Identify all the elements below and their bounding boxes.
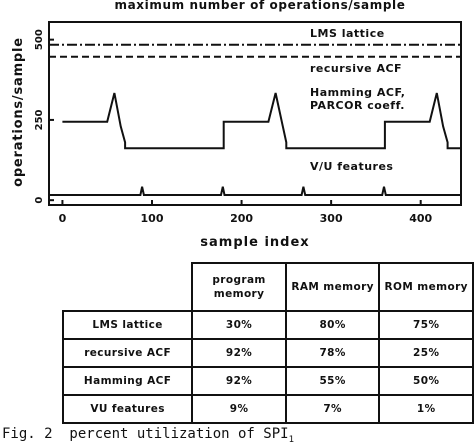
chart: maximum number of operations/sample samp… xyxy=(11,0,462,250)
table-row: VU features 9% 7% 1% xyxy=(61,394,474,424)
header-row: program memory RAM memory ROM memory xyxy=(63,262,474,312)
column-header: ROM memory xyxy=(378,262,474,312)
table-row: Hamming ACF 92% 55% 50% xyxy=(61,366,474,396)
blank-cell xyxy=(63,263,194,312)
table-cell: 25% xyxy=(378,338,474,368)
table-cell: 7% xyxy=(284,394,381,424)
x-tick-label: 300 xyxy=(320,212,343,225)
series-line xyxy=(62,92,461,150)
row-header: recursive ACF xyxy=(61,338,194,368)
table-cell: 75% xyxy=(378,310,474,340)
row-header: Hamming ACF xyxy=(61,366,194,396)
series-label: recursive ACF xyxy=(310,62,403,75)
table-cell: 92% xyxy=(191,338,287,368)
caption-text: Fig. 2 percent utilization of SPI xyxy=(2,426,289,442)
utilization-table: program memory RAM memory ROM memory LMS la… xyxy=(61,262,474,424)
table-cell: 78% xyxy=(284,338,381,368)
x-tick-label: 0 xyxy=(59,212,67,225)
table-cell: 55% xyxy=(284,366,381,396)
series-label: LMS lattice xyxy=(310,27,385,40)
row-header: LMS lattice xyxy=(61,310,194,340)
x-tick-label: 200 xyxy=(230,212,253,225)
x-tick-label: 100 xyxy=(141,212,164,225)
table-cell: 30% xyxy=(191,310,287,340)
x-axis-label: sample index xyxy=(200,235,309,250)
y-axis-label: operations/sample xyxy=(11,37,26,187)
table-row: LMS lattice 30% 80% 75% xyxy=(61,310,474,340)
table-row: recursive ACF 92% 78% 25% xyxy=(61,338,474,368)
column-header: program memory xyxy=(191,262,287,312)
series-label: Hamming ACF, PARCOR coeff. xyxy=(310,86,406,112)
x-tick-label: 400 xyxy=(409,212,432,225)
caption: Fig. 2 percent utilization of SPI1 xyxy=(2,426,294,445)
caption-subscript: 1 xyxy=(288,434,294,445)
table-cell: 92% xyxy=(191,366,287,396)
series-line xyxy=(49,186,461,196)
table-cell: 9% xyxy=(191,394,287,424)
row-header: VU features xyxy=(61,394,194,424)
chart-title: maximum number of operations/sample xyxy=(115,0,406,12)
y-tick-label: 250 xyxy=(34,109,45,130)
series-label: V/U features xyxy=(310,160,394,173)
y-tick-label: 0 xyxy=(34,197,45,204)
table-cell: 50% xyxy=(378,366,474,396)
table-cell: 1% xyxy=(378,394,474,424)
plot-frame xyxy=(48,21,462,206)
table-cell: 80% xyxy=(284,310,381,340)
y-tick-label: 500 xyxy=(34,29,45,50)
column-header: RAM memory xyxy=(284,262,381,312)
